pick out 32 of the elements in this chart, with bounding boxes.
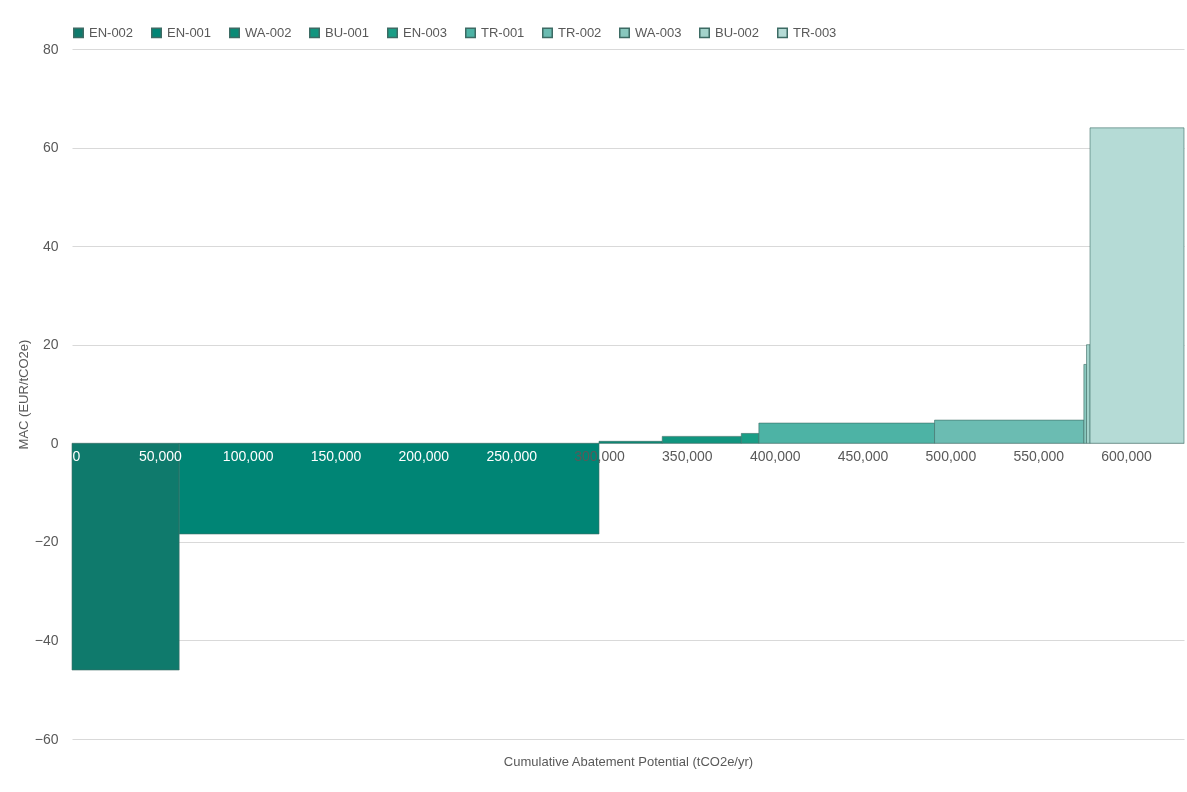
- legend-label: EN-002: [89, 24, 134, 40]
- legend-label: EN-003: [403, 24, 448, 40]
- legend-label: TR-001: [481, 24, 525, 40]
- x-tick-label: 150,000: [310, 447, 362, 464]
- legend-label: TR-002: [558, 24, 602, 40]
- y-tick-label: −20: [34, 533, 59, 550]
- x-tick-label: 550,000: [1013, 447, 1065, 464]
- legend-label: EN-001: [167, 24, 212, 40]
- legend-label: TR-003: [793, 24, 837, 40]
- x-tick-label: 400,000: [749, 447, 801, 464]
- legend-label: BU-002: [715, 24, 760, 40]
- y-tick-label: 0: [50, 434, 59, 451]
- x-tick-label: 500,000: [925, 447, 977, 464]
- y-tick-label: 60: [42, 139, 59, 156]
- x-tick-label: 600,000: [1101, 447, 1153, 464]
- x-tick-label: 200,000: [398, 447, 450, 464]
- y-tick-label: 40: [42, 237, 59, 254]
- x-tick-label: 0: [72, 447, 81, 464]
- x-tick-label: 350,000: [662, 447, 713, 464]
- x-axis-title: Cumulative Abatement Potential (tCO2e/yr): [503, 753, 754, 769]
- legend-label: WA-003: [635, 24, 682, 40]
- y-tick-label: 80: [42, 40, 59, 57]
- y-axis-title: MAC (EUR/tCO2e): [15, 339, 31, 450]
- y-tick-label: −60: [34, 730, 59, 747]
- y-tick-label: 20: [42, 336, 59, 353]
- x-tick-label: 100,000: [222, 447, 274, 464]
- legend-label: BU-001: [325, 24, 370, 40]
- x-tick-label: 50,000: [138, 447, 182, 464]
- y-tick-label: −40: [34, 631, 59, 648]
- x-tick-label: 250,000: [486, 447, 538, 464]
- x-tick-label: 450,000: [837, 447, 889, 464]
- legend-label: WA-002: [245, 24, 292, 40]
